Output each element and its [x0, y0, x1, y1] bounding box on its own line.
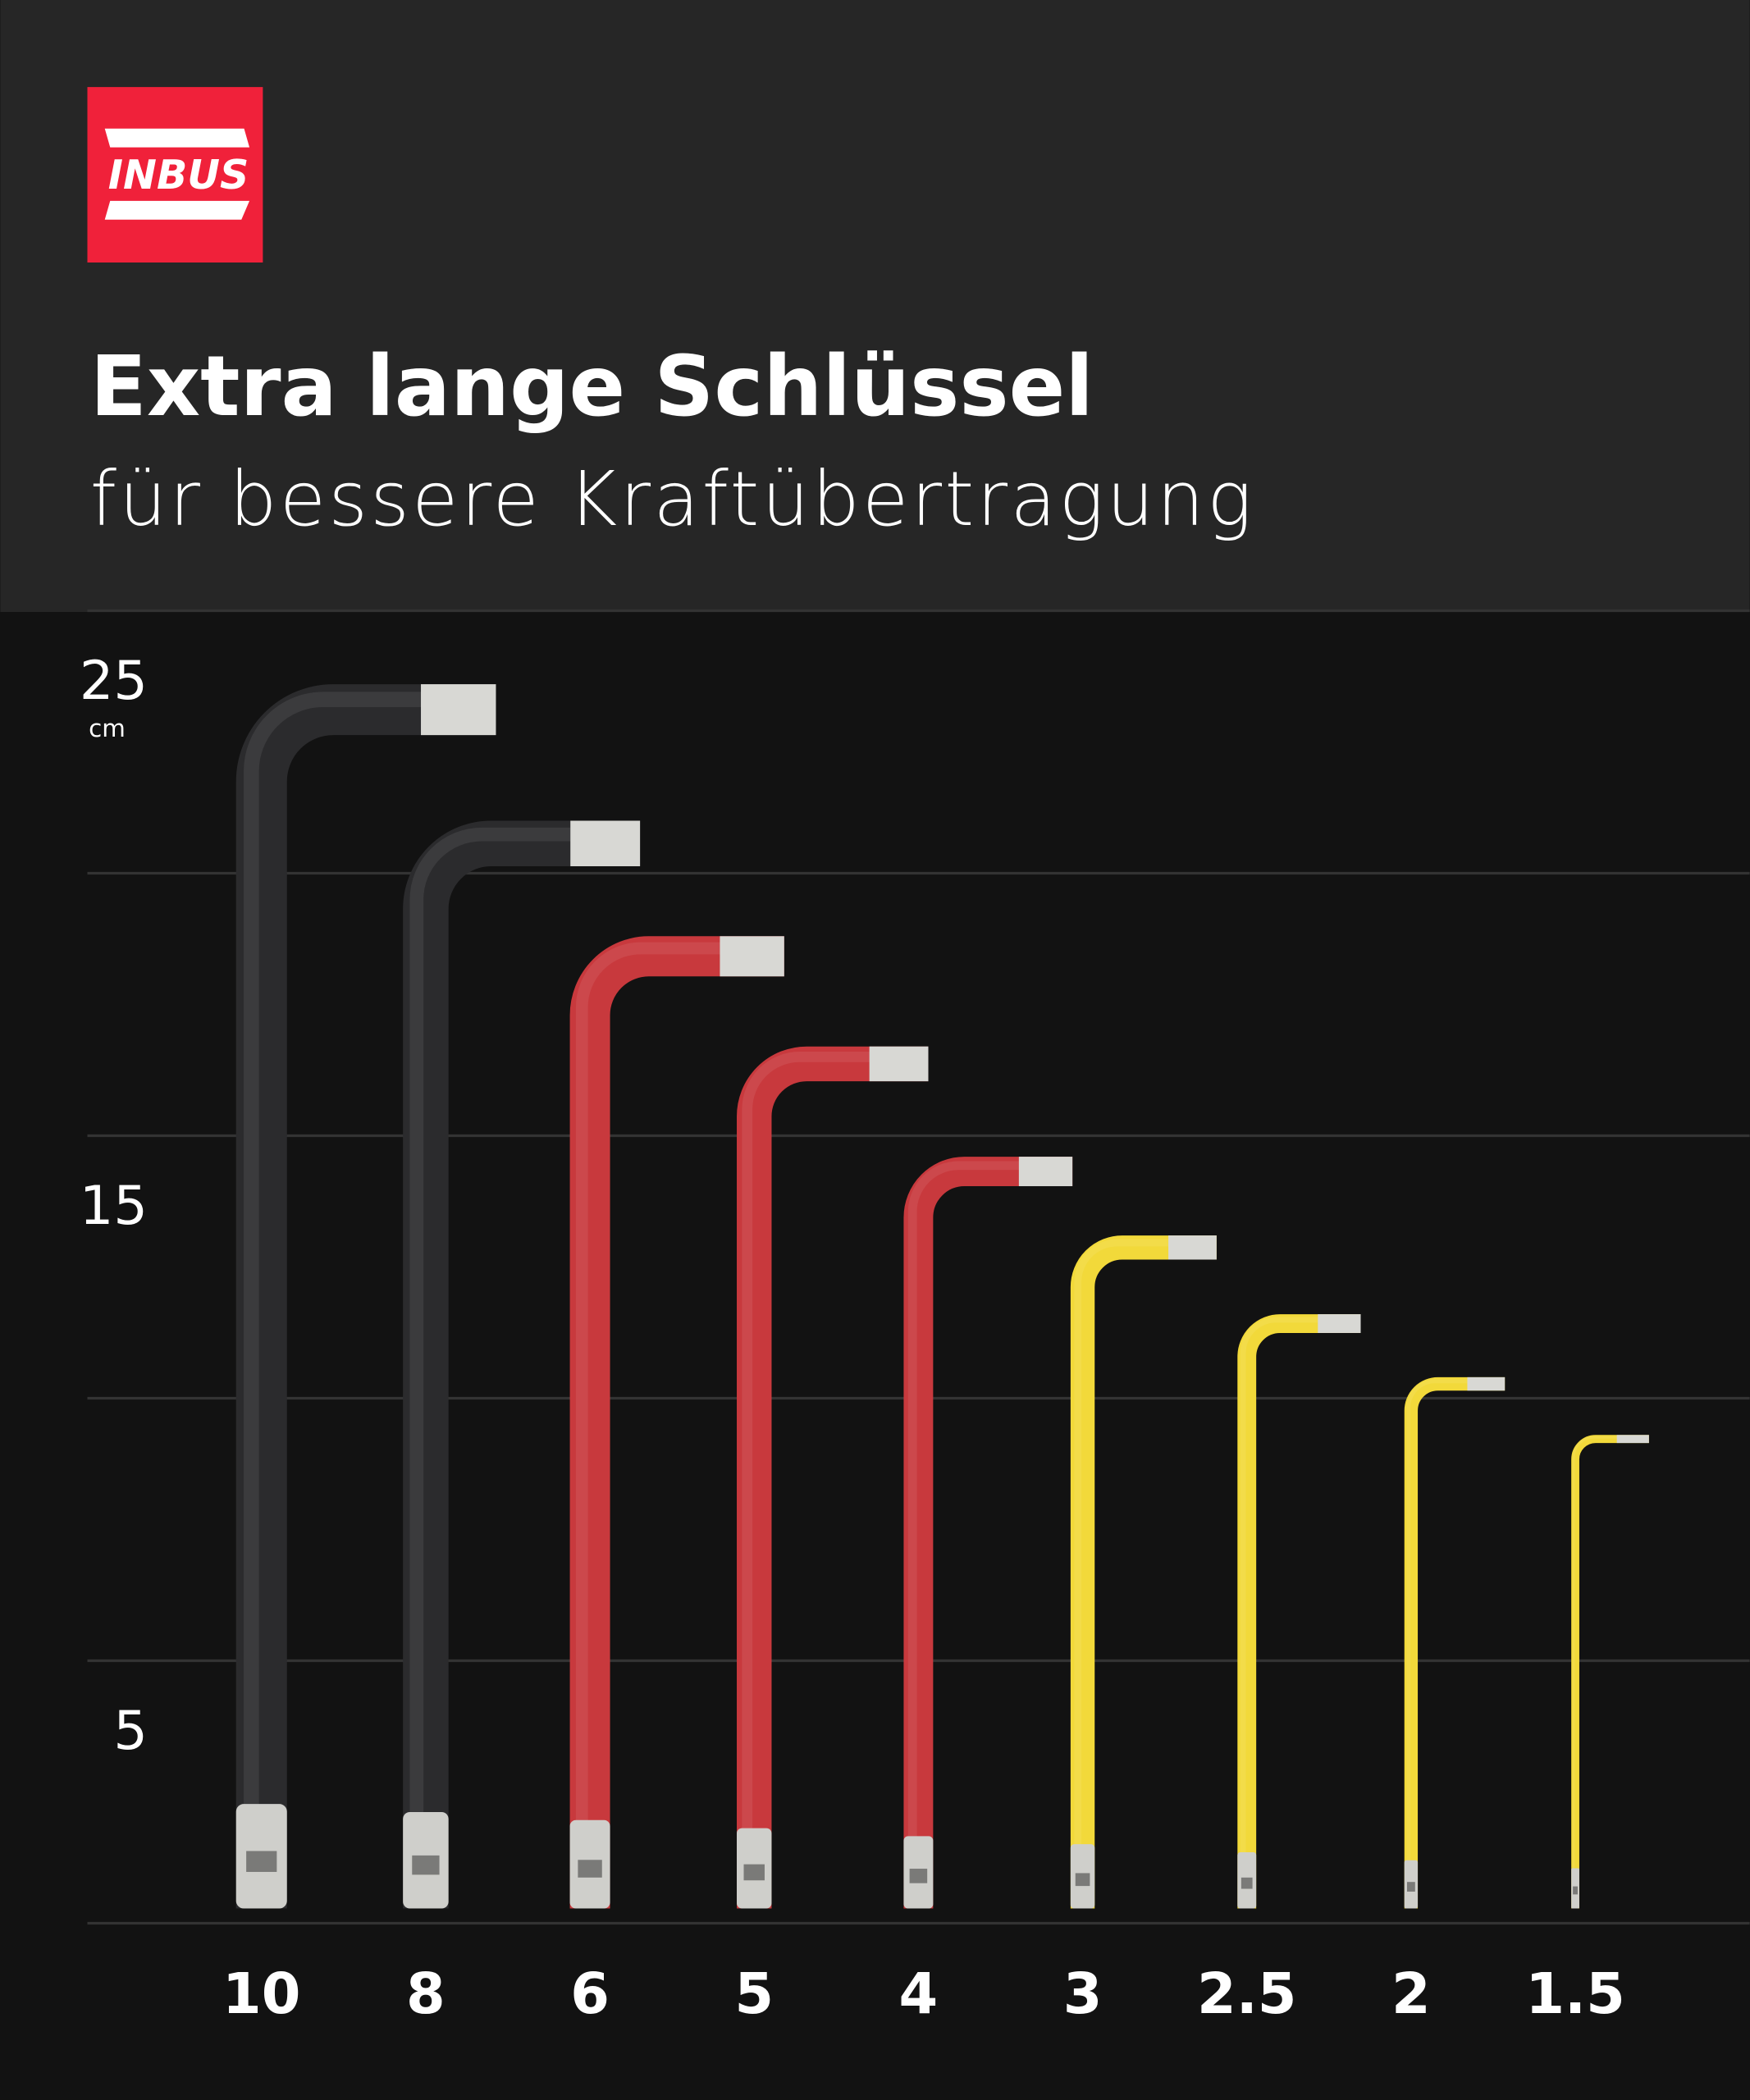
x-tick-label: 6 [570, 1961, 610, 2027]
key-edge [1572, 1436, 1647, 1907]
key-tip [720, 936, 784, 977]
key-body [737, 1046, 929, 1909]
key-edge [1406, 1379, 1502, 1906]
key-ball-neck [1075, 1873, 1090, 1887]
header-background [0, 0, 1750, 613]
key-ball-neck [1406, 1882, 1415, 1892]
hex-key [903, 1157, 1073, 1909]
hex-key [1070, 1235, 1217, 1909]
y-tick-label: 15 [80, 1175, 148, 1237]
key-ball-neck [909, 1869, 928, 1883]
key-body [569, 936, 784, 1909]
key-tip [421, 684, 496, 736]
key-body [1571, 1435, 1649, 1909]
chart-subtitle: für bessere Kraftübertragung [90, 455, 1254, 543]
hex-key [737, 1046, 929, 1909]
chart-background [0, 612, 1750, 2100]
key-ball-neck [1241, 1877, 1253, 1889]
logo-text: INBUS [108, 152, 249, 199]
y-tick-label: 25 [80, 650, 148, 712]
key-ball-neck [412, 1855, 440, 1875]
key-edge [907, 1161, 1067, 1903]
x-tick-label: 4 [899, 1961, 939, 2027]
x-tick-label: 10 [222, 1961, 300, 2027]
x-tick-label: 2.5 [1197, 1961, 1296, 2027]
hex-key [1237, 1314, 1361, 1909]
key-body [235, 684, 496, 1909]
key-ball-neck [246, 1851, 277, 1872]
x-tick-label: 1.5 [1525, 1961, 1624, 2027]
hex-key [235, 684, 496, 1909]
hex-key [569, 936, 784, 1909]
x-tick-label: 8 [406, 1961, 445, 2027]
logo-band [104, 128, 250, 148]
hex-key [403, 820, 641, 1909]
key-edge [742, 1052, 921, 1902]
key-tip [1318, 1314, 1361, 1333]
hex-key [1571, 1435, 1649, 1909]
key-edge [244, 692, 487, 1899]
key-tip [1168, 1235, 1217, 1260]
key-body [1070, 1235, 1217, 1909]
x-tick-label: 2 [1391, 1961, 1431, 2027]
chart-title: Extra lange Schlüssel [90, 338, 1094, 435]
key-edge [1240, 1317, 1357, 1905]
key-tip [1467, 1376, 1506, 1391]
x-tick-label: 5 [734, 1961, 774, 2027]
key-ball-neck [743, 1864, 765, 1881]
key-body [1404, 1376, 1506, 1909]
x-tick-label: 3 [1063, 1961, 1103, 2027]
key-ball-neck [578, 1860, 602, 1878]
key-tip [1616, 1435, 1649, 1444]
key-tip [570, 820, 641, 866]
y-tick-label: 5 [113, 1700, 148, 1762]
key-body [403, 820, 641, 1909]
logo: INBUS [87, 87, 263, 262]
key-tip [1018, 1157, 1073, 1187]
y-axis-unit: cm [89, 714, 126, 742]
key-edge [1074, 1239, 1212, 1904]
key-body [1237, 1314, 1361, 1909]
hex-key [1404, 1376, 1506, 1909]
logo-band [104, 200, 250, 220]
key-edge [575, 942, 777, 1901]
key-edge [409, 827, 632, 1900]
key-body [903, 1157, 1073, 1909]
key-tip [869, 1046, 929, 1082]
logo-box [87, 87, 263, 262]
key-ball-neck [1573, 1886, 1578, 1895]
